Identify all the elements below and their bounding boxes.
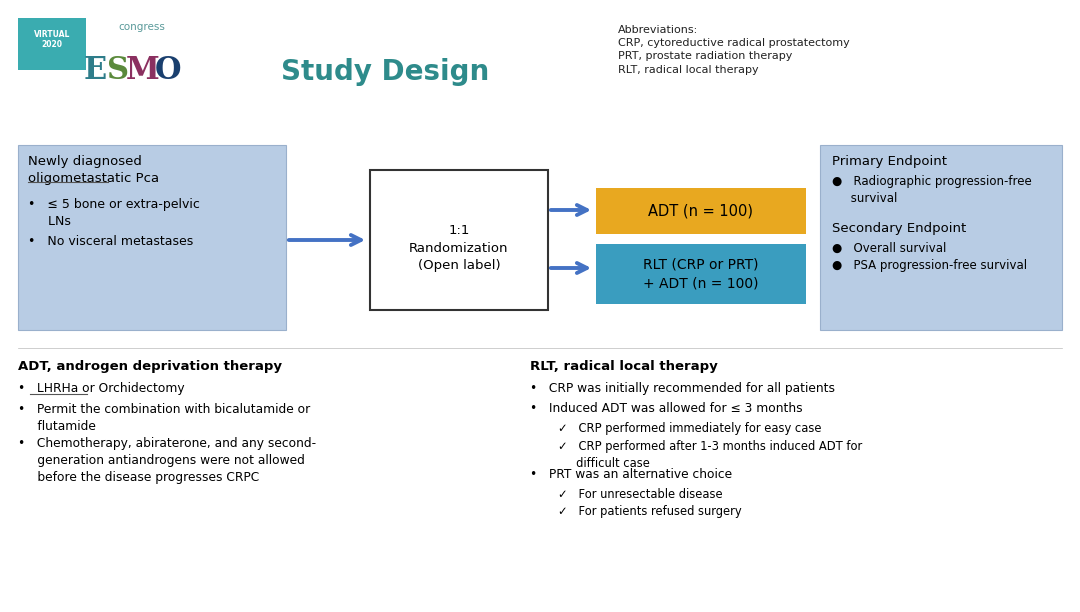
- FancyBboxPatch shape: [18, 18, 86, 70]
- Text: ✓   For patients refused surgery: ✓ For patients refused surgery: [558, 505, 742, 518]
- Text: congress: congress: [118, 22, 165, 32]
- Text: ●   Overall survival
●   PSA progression-free survival: ● Overall survival ● PSA progression-fre…: [832, 242, 1027, 272]
- Text: Newly diagnosed
oligometastatic Pca: Newly diagnosed oligometastatic Pca: [28, 155, 159, 185]
- Text: ●   Radiographic progression-free
     survival: ● Radiographic progression-free survival: [832, 175, 1031, 205]
- FancyBboxPatch shape: [18, 145, 286, 330]
- Text: Study Design: Study Design: [281, 58, 489, 86]
- FancyBboxPatch shape: [820, 145, 1062, 330]
- FancyBboxPatch shape: [370, 170, 548, 310]
- Text: •   CRP was initially recommended for all patients: • CRP was initially recommended for all …: [530, 382, 835, 395]
- FancyBboxPatch shape: [596, 244, 806, 304]
- Text: •   No visceral metastases: • No visceral metastases: [28, 235, 193, 248]
- Text: S: S: [107, 55, 130, 86]
- Text: •   Permit the combination with bicalutamide or
     flutamide: • Permit the combination with bicalutami…: [18, 403, 310, 433]
- Text: ✓   CRP performed after 1-3 months induced ADT for
     difficult case: ✓ CRP performed after 1-3 months induced…: [558, 440, 862, 470]
- Text: Abbreviations:
CRP, cytoreductive radical prostatectomy
PRT, prostate radiation : Abbreviations: CRP, cytoreductive radica…: [618, 25, 850, 75]
- Text: ✓   For unresectable disease: ✓ For unresectable disease: [558, 488, 723, 501]
- Text: RLT, radical local therapy: RLT, radical local therapy: [530, 360, 718, 373]
- Text: •   Chemotherapy, abiraterone, and any second-
     generation antiandrogens wer: • Chemotherapy, abiraterone, and any sec…: [18, 437, 316, 484]
- Text: Secondary Endpoint: Secondary Endpoint: [832, 222, 967, 235]
- Text: ADT (n = 100): ADT (n = 100): [648, 204, 754, 218]
- Text: •   ≤ 5 bone or extra-pelvic
     LNs: • ≤ 5 bone or extra-pelvic LNs: [28, 198, 200, 228]
- Text: M: M: [126, 55, 160, 86]
- Text: ✓   CRP performed immediately for easy case: ✓ CRP performed immediately for easy cas…: [558, 422, 822, 435]
- Text: •   PRT was an alternative choice: • PRT was an alternative choice: [530, 468, 732, 481]
- Text: E: E: [83, 55, 107, 86]
- Text: O: O: [154, 55, 181, 86]
- Text: •   Induced ADT was allowed for ≤ 3 months: • Induced ADT was allowed for ≤ 3 months: [530, 402, 802, 415]
- Text: 1:1
Randomization
(Open label): 1:1 Randomization (Open label): [409, 225, 509, 272]
- FancyBboxPatch shape: [596, 188, 806, 234]
- Text: •   LHRHa or Orchidectomy: • LHRHa or Orchidectomy: [18, 382, 185, 395]
- Text: RLT (CRP or PRT)
+ ADT (n = 100): RLT (CRP or PRT) + ADT (n = 100): [644, 258, 759, 290]
- Text: 2020: 2020: [41, 40, 63, 49]
- Text: Primary Endpoint: Primary Endpoint: [832, 155, 947, 168]
- Text: ADT, androgen deprivation therapy: ADT, androgen deprivation therapy: [18, 360, 282, 373]
- Text: VIRTUAL: VIRTUAL: [33, 30, 70, 39]
